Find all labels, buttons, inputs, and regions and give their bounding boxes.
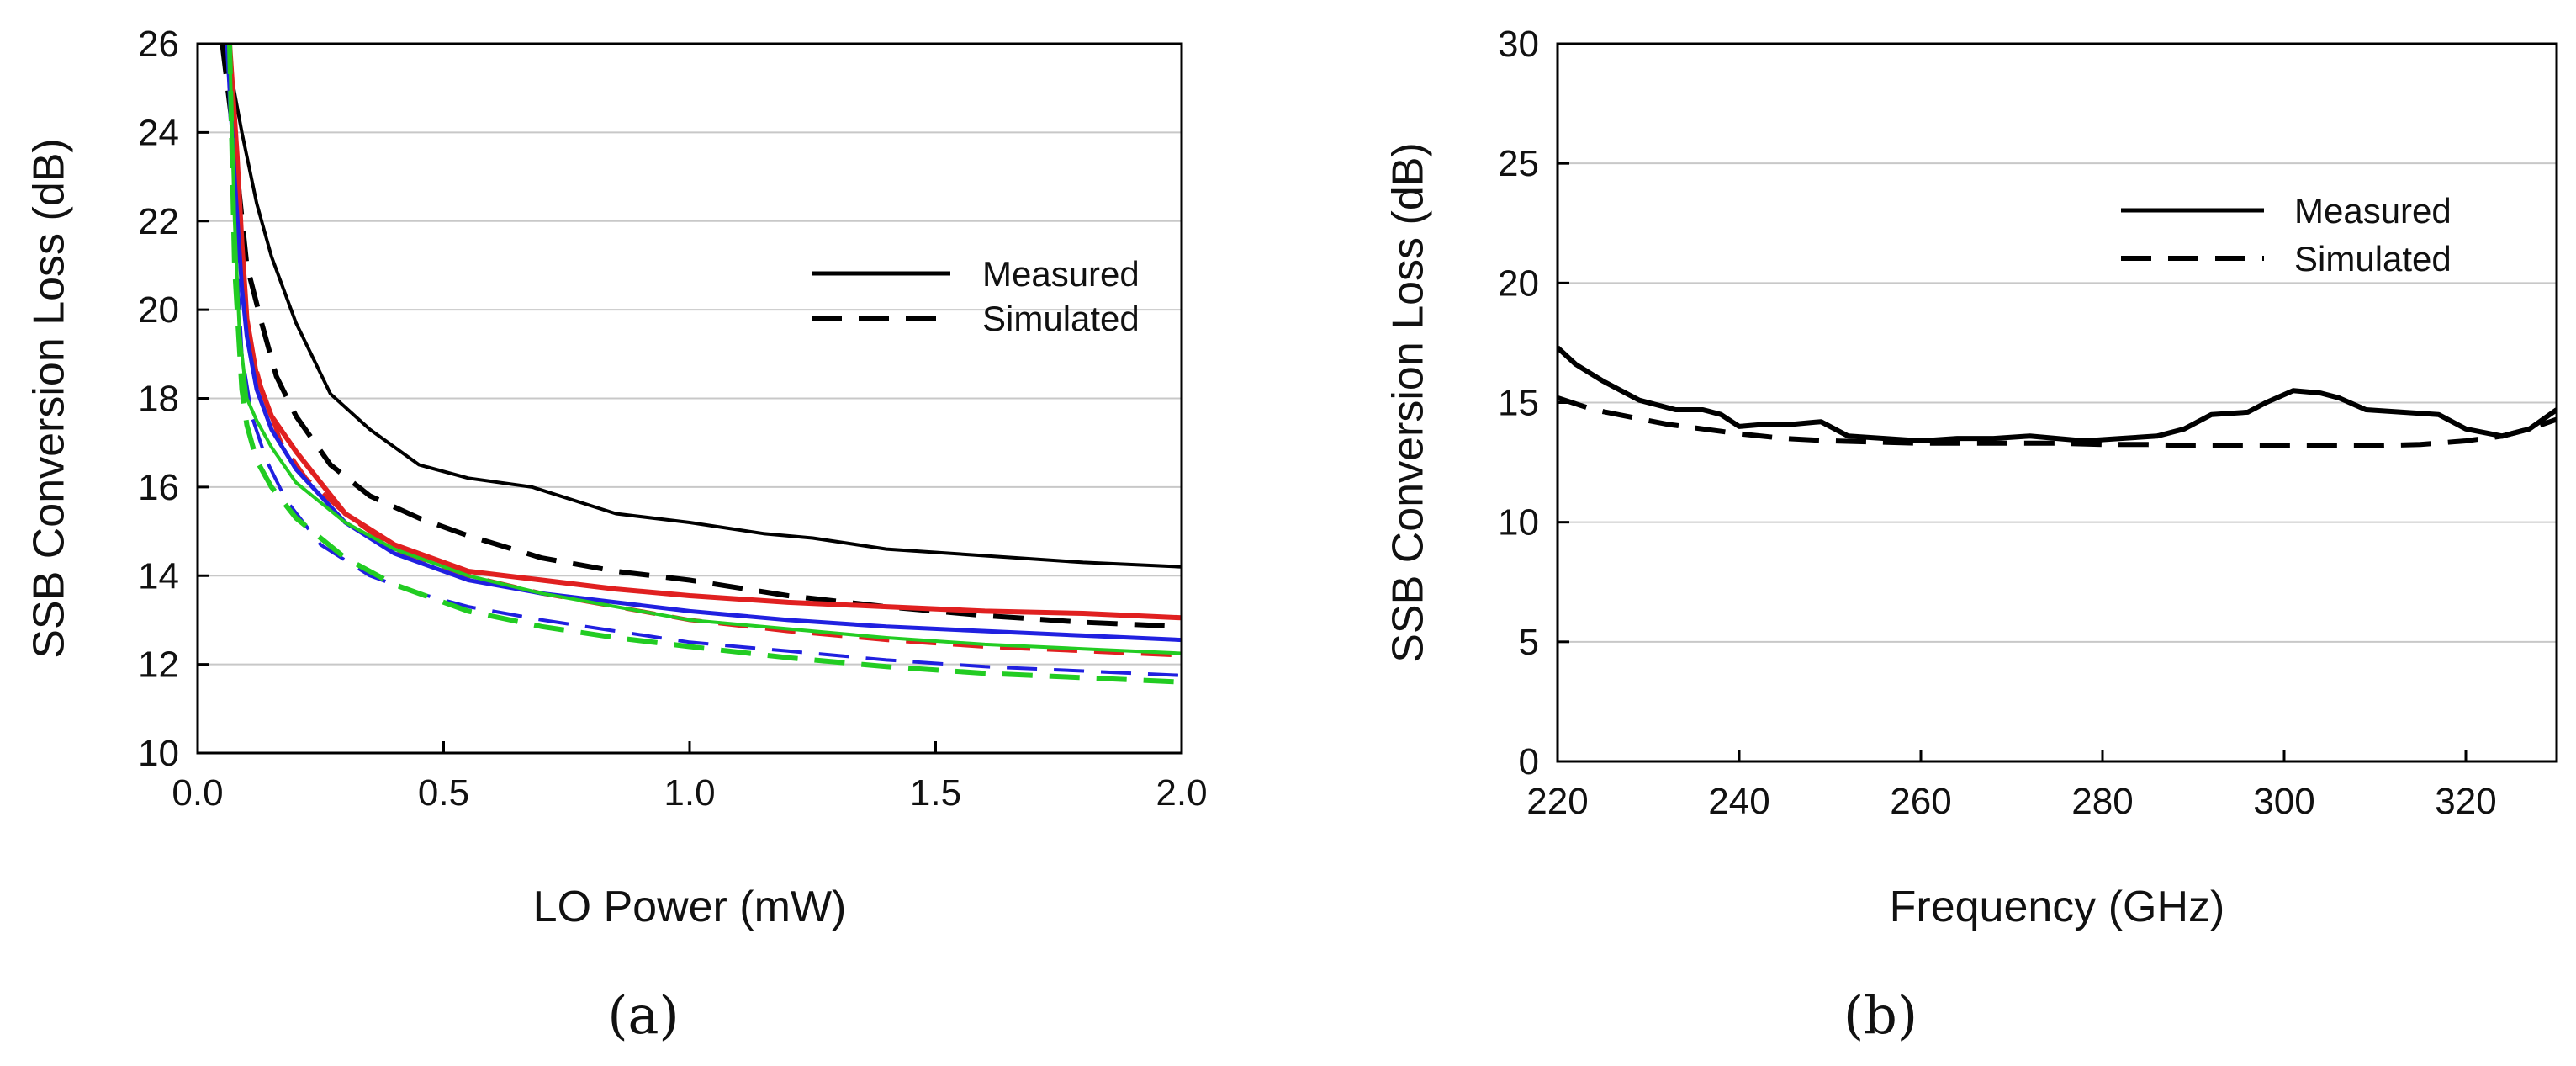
y-ticks-b: 0 5 10 15 20 25 30 <box>1498 24 1569 782</box>
x-tick-label-a-3: 1.5 <box>910 772 961 814</box>
series-line-a-6 <box>228 44 1182 655</box>
x-axis-title-a: LO Power (mW) <box>533 883 847 931</box>
chart-panel-b: 220 240 260 280 300 320 0 5 10 15 20 25 30 Frequenc… <box>1384 24 2558 1046</box>
legend-simulated-label-a: Simulated <box>982 299 1140 338</box>
chart-panel-a: 0.0 0.5 1.0 1.5 2.0 10 12 14 16 18 20 22 24 26 LO Po… <box>25 24 1208 1046</box>
y-tick-label-a-6: 22 <box>138 201 179 242</box>
y-tick-label-a-2: 14 <box>138 555 179 597</box>
y-tick-label-a-4: 18 <box>138 379 179 420</box>
series-line-b-1 <box>1558 395 2557 448</box>
x-ticks-a: 0.0 0.5 1.0 1.5 2.0 <box>172 741 1208 814</box>
y-axis-title-a: SSB Conversion Loss (dB) <box>25 138 74 659</box>
x-ticks-b: 220 240 260 280 300 320 <box>1526 750 2497 822</box>
x-tick-label-a-2: 1.0 <box>664 772 715 814</box>
legend-simulated-label-b: Simulated <box>2294 239 2452 278</box>
x-tick-label-b-4: 300 <box>2253 781 2314 822</box>
y-tick-label-b-3: 15 <box>1498 383 1539 424</box>
x-tick-label-b-1: 240 <box>1708 781 1769 822</box>
y-tick-label-a-1: 12 <box>138 644 179 686</box>
y-tick-label-a-0: 10 <box>138 733 179 774</box>
x-axis-title-b: Frequency (GHz) <box>1890 883 2225 931</box>
y-ticks-a: 10 12 14 16 18 20 22 24 26 <box>138 24 209 774</box>
x-tick-label-a-0: 0.0 <box>172 772 223 814</box>
y-axis-title-b: SSB Conversion Loss (dB) <box>1384 142 1433 663</box>
y-tick-label-b-4: 20 <box>1498 263 1539 304</box>
x-tick-label-b-3: 280 <box>2071 781 2133 822</box>
series-group-a <box>220 44 1182 685</box>
y-tick-label-b-6: 30 <box>1498 24 1539 65</box>
series-line-a-5 <box>225 44 1182 677</box>
legend-b: Measured Simulated <box>2121 191 2452 278</box>
x-tick-label-b-5: 320 <box>2435 781 2496 822</box>
y-tick-label-a-5: 20 <box>138 289 179 331</box>
y-tick-label-b-0: 0 <box>1519 741 1539 782</box>
legend-measured-label-b: Measured <box>2294 191 2452 231</box>
y-tick-label-b-1: 5 <box>1519 622 1539 663</box>
x-tick-label-b-2: 260 <box>1890 781 1951 822</box>
y-tick-label-b-2: 10 <box>1498 502 1539 544</box>
gridlines-a <box>198 131 1182 666</box>
y-tick-label-b-5: 25 <box>1498 143 1539 184</box>
legend-a: Measured Simulated <box>812 254 1140 338</box>
legend-measured-label-a: Measured <box>982 254 1140 294</box>
series-line-a-3 <box>227 44 1182 658</box>
x-tick-label-b-0: 220 <box>1526 781 1588 822</box>
y-tick-label-a-7: 24 <box>138 112 179 153</box>
series-line-a-4 <box>225 44 1182 643</box>
series-group-b <box>1558 345 2557 448</box>
series-line-a-0 <box>220 44 1182 569</box>
series-line-a-7 <box>227 44 1182 685</box>
series-line-b-0 <box>1558 345 2557 443</box>
panel-label-b: (b) <box>1843 984 1917 1046</box>
x-tick-label-a-1: 0.5 <box>418 772 469 814</box>
gridlines-b <box>1558 162 2557 643</box>
x-tick-label-a-4: 2.0 <box>1156 772 1207 814</box>
panel-label-a: (a) <box>607 984 679 1046</box>
y-tick-label-a-8: 26 <box>138 24 179 65</box>
y-tick-label-a-3: 16 <box>138 467 179 508</box>
